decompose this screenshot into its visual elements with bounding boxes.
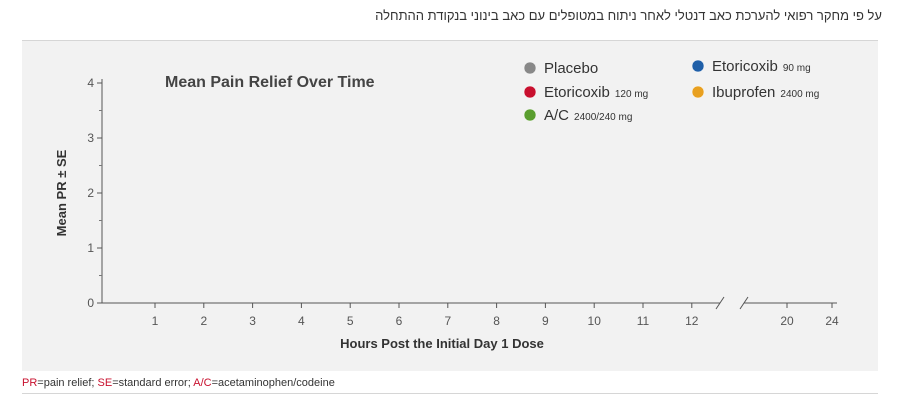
x-tick-label: 11 [637,314,650,328]
legend-series-name: Placebo [544,60,598,77]
legend-label: A/C 2400/240 mg [544,107,632,124]
x-tick-label: 20 [780,314,794,328]
footnote: PR=pain relief; SE=standard error; A/C=a… [22,377,878,394]
legend-marker [523,61,537,75]
x-tick-label: 7 [444,314,451,328]
x-tick-label: 10 [588,314,602,328]
footnote-abbr-se: SE [97,377,113,389]
x-tick-label: 4 [298,314,305,328]
chart-title: Mean Pain Relief Over Time [165,74,375,91]
legend-series-name: A/C [544,107,569,124]
x-tick-label: 1 [152,314,159,328]
legend-label: Ibuprofen 2400 mg [712,84,819,101]
x-tick-label: 5 [347,314,354,328]
x-axis-break-mark [715,296,725,310]
x-tick-label: 6 [396,314,403,328]
x-axis-label: Hours Post the Initial Day 1 Dose [340,336,544,351]
x-tick-label: 24 [825,314,839,328]
legend-series-name: Ibuprofen [712,84,775,101]
footnote-text-ac: =acetaminophen/codeine [211,377,335,389]
x-tick-label: 12 [685,314,699,328]
legend-series-dose: 2400 mg [780,89,819,100]
legend-marker [691,85,705,99]
legend-series-dose: 90 mg [783,63,811,74]
y-tick-label: 1 [87,241,94,255]
y-tick-label: 4 [87,76,94,90]
y-tick-label: 2 [87,186,94,200]
footnote-text-pr: =pain relief; [37,377,98,389]
legend-marker [523,108,537,122]
legend-label: Etoricoxib 90 mg [712,58,811,75]
legend-series-dose: 2400/240 mg [574,112,632,123]
chart-panel: 0 1 2 3 4 1 2 3 4 5 6 7 8 9 10 11 12 20 24 Hours Post the I… [22,40,878,371]
legend-series-name: Etoricoxib [712,58,778,75]
y-tick-label: 0 [87,296,94,310]
footnote-text-se: =standard error; [112,377,194,389]
x-tick-label: 9 [542,314,549,328]
legend-series-dose: 120 mg [615,89,648,100]
legend-label: Etoricoxib 120 mg [544,84,648,101]
x-tick-label: 2 [200,314,207,328]
header-text: על פי מחקר רפואי להערכת כאב דנטלי לאחר נ… [375,8,882,23]
footnote-abbr-pr: PR [22,377,38,389]
y-axis-label: Mean PR ± SE [54,149,69,236]
legend-label: Placebo [544,60,598,77]
legend-series-name: Etoricoxib [544,84,610,101]
legend-marker [523,85,537,99]
x-tick-label: 8 [493,314,500,328]
y-tick-label: 3 [87,131,94,145]
legend-marker [691,59,705,73]
x-tick-label: 3 [249,314,256,328]
x-axis-break-mark [739,296,749,310]
footnote-abbr-ac: A/C [193,377,212,389]
